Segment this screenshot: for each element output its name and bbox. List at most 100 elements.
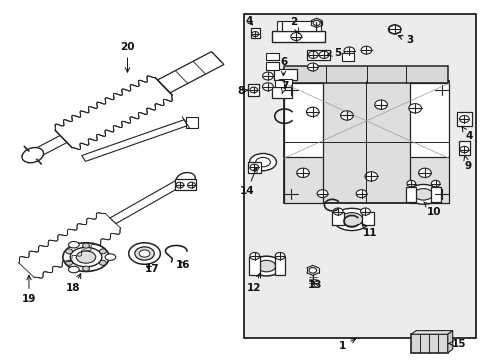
- FancyBboxPatch shape: [274, 257, 285, 275]
- Ellipse shape: [76, 251, 96, 263]
- Ellipse shape: [176, 172, 195, 186]
- Circle shape: [308, 51, 318, 58]
- Ellipse shape: [255, 157, 270, 167]
- FancyBboxPatch shape: [266, 62, 278, 69]
- Ellipse shape: [257, 260, 275, 272]
- FancyBboxPatch shape: [456, 112, 471, 126]
- Ellipse shape: [63, 243, 109, 271]
- FancyBboxPatch shape: [250, 28, 259, 38]
- Polygon shape: [21, 135, 67, 163]
- Circle shape: [284, 189, 297, 199]
- Circle shape: [290, 33, 301, 41]
- Circle shape: [249, 87, 257, 93]
- Text: 18: 18: [65, 274, 81, 293]
- Text: 10: 10: [423, 202, 440, 217]
- FancyBboxPatch shape: [266, 53, 278, 60]
- Text: 4: 4: [461, 126, 471, 141]
- Circle shape: [249, 252, 259, 260]
- FancyBboxPatch shape: [272, 87, 291, 98]
- Ellipse shape: [139, 250, 150, 257]
- Circle shape: [340, 111, 352, 120]
- Circle shape: [319, 51, 328, 58]
- FancyBboxPatch shape: [276, 21, 320, 31]
- Circle shape: [306, 107, 319, 117]
- FancyBboxPatch shape: [175, 179, 196, 190]
- Circle shape: [434, 189, 448, 199]
- Text: 13: 13: [307, 280, 322, 290]
- Polygon shape: [19, 213, 121, 278]
- Text: 1: 1: [338, 339, 355, 351]
- Ellipse shape: [70, 247, 102, 267]
- Circle shape: [99, 249, 106, 254]
- FancyBboxPatch shape: [410, 334, 447, 353]
- Ellipse shape: [250, 256, 282, 276]
- Circle shape: [65, 249, 72, 254]
- FancyBboxPatch shape: [409, 157, 448, 203]
- Polygon shape: [55, 76, 172, 149]
- FancyBboxPatch shape: [244, 14, 475, 338]
- FancyBboxPatch shape: [283, 157, 322, 203]
- Circle shape: [459, 116, 468, 123]
- Text: 5: 5: [327, 48, 341, 58]
- Circle shape: [406, 180, 415, 187]
- FancyBboxPatch shape: [185, 117, 198, 128]
- FancyBboxPatch shape: [331, 212, 344, 225]
- Ellipse shape: [413, 189, 432, 200]
- Text: 16: 16: [176, 260, 190, 270]
- Circle shape: [374, 100, 386, 109]
- Circle shape: [312, 21, 320, 26]
- FancyBboxPatch shape: [409, 83, 448, 158]
- Ellipse shape: [22, 148, 43, 163]
- Circle shape: [307, 63, 318, 71]
- Text: 3: 3: [398, 35, 413, 45]
- Circle shape: [418, 168, 430, 177]
- Circle shape: [343, 47, 354, 55]
- Circle shape: [275, 252, 285, 260]
- FancyBboxPatch shape: [284, 66, 447, 83]
- FancyBboxPatch shape: [248, 84, 259, 96]
- Circle shape: [408, 104, 421, 113]
- Text: 19: 19: [22, 275, 36, 304]
- Ellipse shape: [135, 247, 154, 260]
- Circle shape: [459, 146, 468, 153]
- Text: 15: 15: [448, 338, 466, 348]
- Circle shape: [430, 180, 439, 187]
- Circle shape: [262, 72, 273, 80]
- FancyBboxPatch shape: [249, 257, 260, 275]
- Ellipse shape: [249, 153, 276, 171]
- Circle shape: [251, 32, 258, 37]
- FancyBboxPatch shape: [248, 162, 260, 173]
- Circle shape: [387, 25, 400, 34]
- Ellipse shape: [68, 242, 79, 248]
- FancyBboxPatch shape: [274, 80, 283, 87]
- Ellipse shape: [68, 266, 79, 273]
- Text: 6: 6: [279, 57, 286, 76]
- Polygon shape: [447, 330, 452, 353]
- Text: 20: 20: [120, 42, 135, 72]
- Text: 7: 7: [280, 81, 287, 94]
- Text: 12: 12: [246, 273, 261, 293]
- Circle shape: [434, 85, 448, 95]
- FancyBboxPatch shape: [406, 187, 415, 202]
- Ellipse shape: [407, 184, 438, 204]
- Circle shape: [296, 168, 309, 177]
- FancyBboxPatch shape: [283, 81, 448, 203]
- FancyBboxPatch shape: [273, 69, 297, 80]
- FancyBboxPatch shape: [430, 187, 440, 202]
- FancyBboxPatch shape: [283, 83, 322, 158]
- Circle shape: [65, 260, 72, 265]
- FancyBboxPatch shape: [341, 53, 353, 61]
- Ellipse shape: [128, 243, 160, 264]
- Text: 2: 2: [289, 17, 298, 33]
- Polygon shape: [157, 51, 224, 93]
- Polygon shape: [160, 55, 221, 90]
- Polygon shape: [81, 120, 187, 161]
- FancyBboxPatch shape: [271, 31, 325, 42]
- Circle shape: [360, 46, 371, 54]
- Text: 9: 9: [463, 156, 470, 171]
- Circle shape: [187, 182, 195, 188]
- Circle shape: [82, 243, 89, 248]
- FancyBboxPatch shape: [306, 50, 330, 60]
- FancyBboxPatch shape: [361, 212, 373, 225]
- Circle shape: [364, 172, 377, 181]
